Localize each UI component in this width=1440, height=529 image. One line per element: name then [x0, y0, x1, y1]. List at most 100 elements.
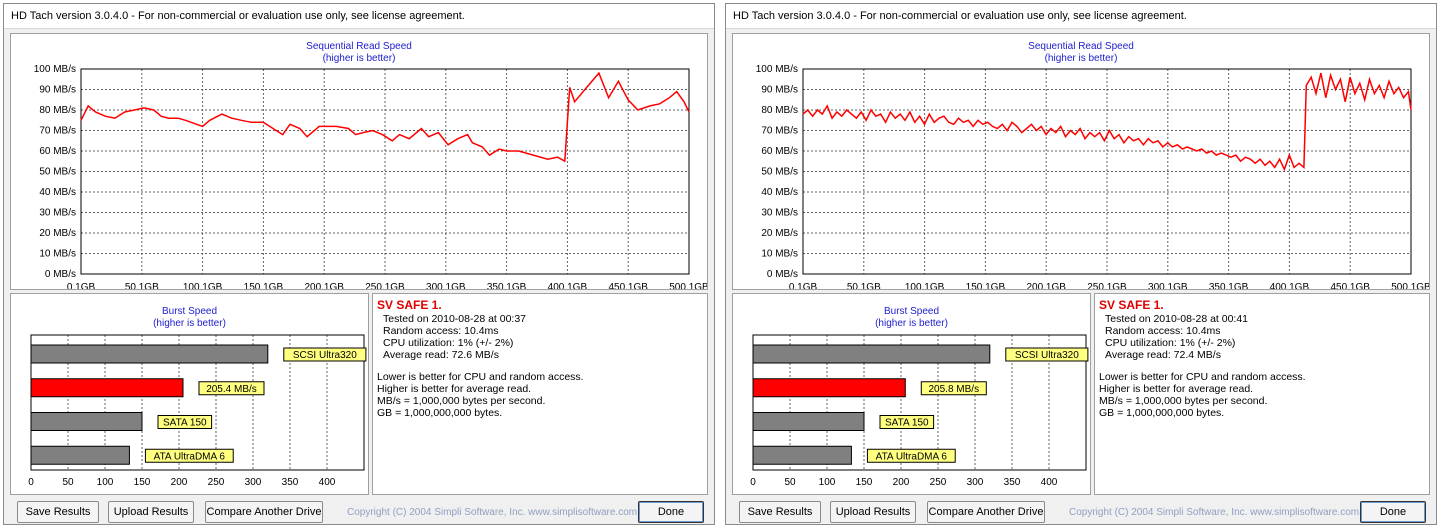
sequential-read-panel: Sequential Read Speed (higher is better)… [10, 33, 708, 290]
y-tick-label: 100 MB/s [756, 64, 798, 75]
x-tick-label: 300.1GB [426, 282, 466, 289]
y-tick-label: 20 MB/s [39, 228, 76, 239]
y-tick-label: 10 MB/s [39, 249, 76, 260]
y-tick-label: 0 MB/s [767, 269, 798, 280]
x-tick-label: 400.1GB [1270, 282, 1310, 289]
tested-drive-bar [752, 378, 906, 398]
y-tick-label: 50 MB/s [761, 167, 798, 178]
sequential-read-chart: 0 MB/s 10 MB/s 20 MB/s 30 MB/s 40 MB/s 50 MB/… [756, 64, 1429, 289]
burst-chart-subtitle: (higher is better) [153, 318, 226, 329]
title-bar: HD Tach version 3.0.4.0 - For non-commer… [726, 4, 1436, 29]
x-tick-label: 350.1GB [487, 282, 527, 289]
done-button[interactable]: Done [1360, 501, 1426, 523]
bar-label-box [879, 415, 935, 429]
plot-frame [802, 68, 1412, 275]
y-tick-label: 100 MB/s [34, 64, 76, 75]
bar-label: SATA 150 [885, 418, 929, 429]
hdtach-window-left: HD Tach version 3.0.4.0 - For non-commer… [3, 3, 715, 525]
series-line [80, 71, 690, 163]
reference-bar [752, 445, 852, 465]
x-tick-label: 250.1GB [1087, 282, 1127, 289]
x-tick-label: 0.1GB [789, 282, 818, 289]
burst-speed-panel: Burst Speed (higher is better) 0 50 100 150… [10, 293, 369, 495]
bar-label: SCSI Ultra320 [293, 350, 357, 361]
x-tick-label: 150.1GB [966, 282, 1006, 289]
sequential-read-panel: Sequential Read Speed (higher is better)… [732, 33, 1430, 290]
x-tick-label: 250.1GB [365, 282, 405, 289]
y-tick-label: 90 MB/s [761, 85, 798, 96]
x-tick-label: 50.1GB [125, 282, 159, 289]
info-cpu-utilization: CPU utilization: 1% (+/- 2%) [1105, 337, 1236, 349]
reference-bar [30, 344, 269, 364]
x-tick-label: 250 [208, 477, 225, 488]
x-tick-label: 50 [784, 477, 796, 488]
info-average-read: Average read: 72.4 MB/s [1105, 349, 1221, 361]
drive-info-panel: SV SAFE 1. Tested on 2010-08-28 at 00:41… [1094, 293, 1430, 495]
burst-speed-panel: Burst Speed (higher is better) 0 50 100 150… [732, 293, 1091, 495]
seq-chart-subtitle: (higher is better) [322, 53, 396, 64]
upload-results-button[interactable]: Upload Results [108, 501, 194, 523]
bar-label: 205.8 MB/s [928, 384, 979, 395]
x-tick-label: 350 [1004, 477, 1021, 488]
info-tested-on: Tested on 2010-08-28 at 00:37 [383, 313, 527, 325]
bar-label: SCSI Ultra320 [1015, 350, 1079, 361]
plot-frame [30, 334, 365, 471]
x-tick-label: 200.1GB [304, 282, 344, 289]
hdtach-window-right: HD Tach version 3.0.4.0 - For non-commer… [725, 3, 1437, 525]
done-button[interactable]: Done [638, 501, 704, 523]
x-tick-label: 150.1GB [244, 282, 284, 289]
save-results-button[interactable]: Save Results [17, 501, 99, 523]
x-tick-label: 500.1GB [1391, 282, 1429, 289]
info-cpu-utilization: CPU utilization: 1% (+/- 2%) [383, 337, 514, 349]
compare-another-drive-button[interactable]: Compare Another Drive [205, 501, 323, 523]
x-tick-label: 100 [97, 477, 114, 488]
x-tick-label: 150 [856, 477, 873, 488]
bar-label: ATA UltraDMA 6 [876, 451, 948, 462]
x-tick-label: 250 [930, 477, 947, 488]
x-tick-label: 100.1GB [905, 282, 945, 289]
reference-bar [752, 344, 991, 364]
y-tick-label: 30 MB/s [761, 208, 798, 219]
burst-chart-title: Burst Speed [161, 306, 218, 317]
sequential-read-chart: 0 MB/s 10 MB/s 20 MB/s 30 MB/s 40 MB/s 50 MB/… [34, 64, 707, 289]
y-tick-label: 60 MB/s [761, 146, 798, 157]
x-tick-label: 300 [245, 477, 262, 488]
x-tick-label: 100.1GB [183, 282, 223, 289]
x-tick-label: 200.1GB [1026, 282, 1066, 289]
info-random-access: Random access: 10.4ms [383, 325, 499, 337]
copyright-text: Copyright (C) 2004 Simpli Software, Inc.… [347, 507, 638, 518]
x-tick-label: 150 [134, 477, 151, 488]
y-tick-label: 10 MB/s [761, 249, 798, 260]
copyright-text: Copyright (C) 2004 Simpli Software, Inc.… [1069, 507, 1360, 518]
drive-name: SV SAFE 1. [1099, 298, 1164, 312]
seq-chart-title: Sequential Read Speed [306, 41, 412, 52]
note-line: MB/s = 1,000,000 bytes per second. [377, 395, 546, 407]
drive-name: SV SAFE 1. [377, 298, 442, 312]
x-tick-label: 350 [282, 477, 299, 488]
series-line [802, 72, 1412, 172]
save-results-button[interactable]: Save Results [739, 501, 821, 523]
burst-chart-subtitle: (higher is better) [875, 318, 948, 329]
tested-drive-bar [30, 378, 184, 398]
x-tick-label: 0.1GB [67, 282, 96, 289]
window-title: HD Tach version 3.0.4.0 - For non-commer… [733, 10, 1187, 22]
note-line: GB = 1,000,000,000 bytes. [1099, 407, 1225, 419]
burst-speed-chart: 0 50 100 150 200 250 300 350 400 SCSI Ultra320 205… [28, 334, 367, 488]
burst-chart-title: Burst Speed [883, 306, 940, 317]
note-line: Higher is better for average read. [1099, 383, 1254, 395]
y-tick-label: 50 MB/s [39, 167, 76, 178]
seq-chart-subtitle: (higher is better) [1044, 53, 1118, 64]
x-tick-label: 0 [28, 477, 34, 488]
x-tick-label: 400 [319, 477, 336, 488]
drive-info-panel: SV SAFE 1. Tested on 2010-08-28 at 00:37… [372, 293, 708, 495]
x-tick-label: 350.1GB [1209, 282, 1249, 289]
reference-bar [752, 412, 865, 431]
bar-label-box [866, 448, 956, 463]
upload-results-button[interactable]: Upload Results [830, 501, 916, 523]
compare-another-drive-button[interactable]: Compare Another Drive [927, 501, 1045, 523]
x-tick-label: 450.1GB [1330, 282, 1370, 289]
reference-bar [30, 445, 130, 465]
y-tick-label: 80 MB/s [761, 105, 798, 116]
x-tick-label: 400.1GB [548, 282, 588, 289]
y-tick-label: 70 MB/s [39, 126, 76, 137]
